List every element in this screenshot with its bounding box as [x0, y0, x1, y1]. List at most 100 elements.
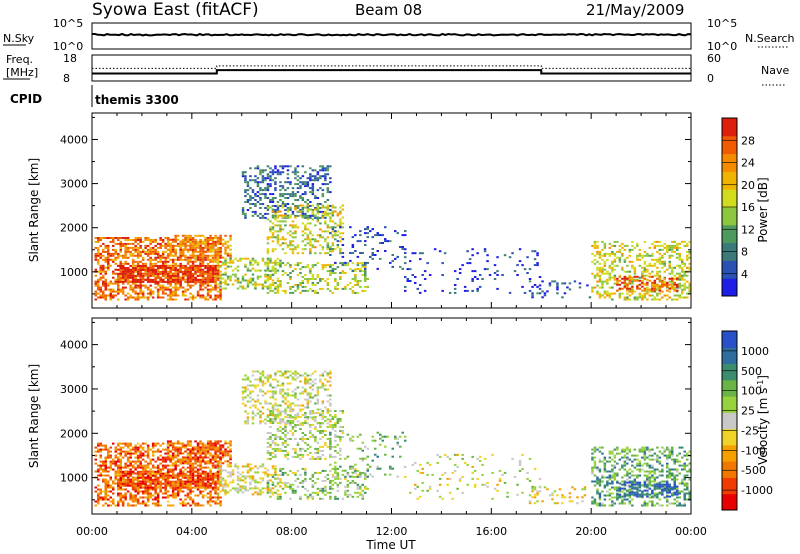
- range-gate-cell: [656, 270, 659, 273]
- range-gate-cell: [651, 252, 654, 255]
- range-gate-cell: [171, 258, 175, 261]
- range-gate-cell: [289, 272, 292, 274]
- range-gate-cell: [209, 278, 212, 281]
- range-gate-cell: [591, 288, 594, 291]
- range-gate-cell: [201, 262, 205, 265]
- range-gate-cell: [676, 285, 679, 288]
- range-gate-cell: [189, 472, 192, 475]
- range-gate-cell: [648, 262, 652, 265]
- range-gate-cell: [94, 254, 97, 257]
- range-gate-cell: [174, 292, 177, 295]
- range-gate-cell: [301, 165, 305, 168]
- range-gate-cell: [641, 272, 644, 275]
- range-gate-cell: [216, 502, 220, 505]
- range-gate-cell: [102, 284, 105, 287]
- range-gate-cell: [281, 203, 285, 205]
- range-gate-cell: [201, 504, 205, 507]
- range-gate-cell: [194, 440, 197, 443]
- range-gate-cell: [141, 278, 145, 281]
- range-gate-cell: [151, 502, 155, 505]
- range-gate-cell: [107, 490, 110, 493]
- range-gate-cell: [271, 226, 275, 229]
- range-gate-cell: [354, 291, 357, 294]
- range-gate-cell: [151, 296, 155, 299]
- range-gate-cell: [144, 460, 147, 463]
- range-gate-cell: [299, 272, 302, 274]
- range-gate-cell: [226, 254, 230, 257]
- range-gate-cell: [291, 191, 295, 194]
- range-gate-cell: [236, 475, 240, 478]
- range-gate-cell: [191, 252, 195, 255]
- range-gate-cell: [236, 487, 240, 490]
- range-gate-cell: [226, 252, 230, 255]
- range-gate-cell: [221, 450, 225, 453]
- range-gate-cell: [169, 450, 172, 453]
- range-gate-cell: [658, 258, 662, 261]
- range-gate-cell: [104, 294, 107, 297]
- range-gate-cell: [284, 408, 287, 411]
- range-gate-cell: [209, 280, 212, 283]
- range-gate-cell: [271, 210, 275, 213]
- range-gate-cell: [199, 474, 202, 477]
- range-gate-cell: [201, 282, 205, 285]
- range-gate-cell: [186, 262, 190, 265]
- range-gate-cell: [109, 282, 112, 285]
- range-gate-cell: [269, 390, 272, 393]
- range-gate-cell: [683, 284, 686, 287]
- range-gate-cell: [256, 467, 260, 470]
- range-gate-cell: [199, 265, 202, 267]
- range-gate-cell: [159, 504, 162, 507]
- range-gate-cell: [673, 266, 676, 269]
- range-gate-cell: [279, 283, 282, 286]
- range-gate-cell: [194, 276, 197, 279]
- range-gate-cell: [286, 210, 290, 213]
- range-gate-cell: [119, 492, 122, 495]
- range-gate-cell: [264, 189, 267, 192]
- range-gate-cell: [274, 165, 277, 168]
- range-gate-cell: [219, 290, 222, 293]
- range-gate-cell: [191, 298, 195, 301]
- range-gate-cell: [264, 275, 267, 278]
- range-gate-cell: [216, 270, 220, 273]
- range-gate-cell: [209, 472, 212, 475]
- range-gate-cell: [598, 250, 602, 253]
- range-gate-cell: [256, 481, 260, 484]
- range-gate-cell: [211, 258, 215, 261]
- range-gate-cell: [176, 486, 180, 489]
- range-gate-cell: [154, 476, 157, 479]
- range-gate-cell: [169, 296, 172, 299]
- range-gate-cell: [174, 484, 177, 487]
- range-gate-cell: [668, 272, 671, 275]
- range-gate-cell: [176, 450, 180, 453]
- range-gate-cell: [269, 226, 272, 229]
- range-gate-cell: [97, 278, 100, 281]
- range-gate-cell: [219, 460, 222, 463]
- range-gate-cell: [631, 280, 634, 283]
- range-gate-cell: [646, 290, 649, 293]
- range-gate-cell: [329, 265, 332, 268]
- range-gate-cell: [676, 256, 679, 259]
- range-gate-cell: [194, 504, 197, 507]
- range-gate-cell: [331, 264, 335, 267]
- range-gate-cell: [164, 286, 167, 289]
- range-gate-cell: [164, 474, 167, 477]
- range-gate-cell: [146, 462, 150, 465]
- range-gate-cell: [104, 284, 107, 287]
- range-gate-cell: [171, 462, 175, 465]
- range-gate-cell: [311, 209, 315, 211]
- range-gate-cell: [254, 471, 257, 474]
- range-gate-cell: [339, 248, 342, 251]
- range-gate-cell: [224, 250, 227, 253]
- range-gate-cell: [156, 265, 160, 267]
- range-gate-cell: [131, 482, 135, 485]
- range-gate-cell: [279, 193, 282, 196]
- range-gate-cell: [291, 220, 295, 223]
- range-gate-cell: [121, 472, 125, 475]
- range-gate-cell: [181, 294, 185, 297]
- range-gate-cell: [159, 260, 162, 263]
- range-gate-cell: [201, 476, 205, 479]
- range-gate-cell: [174, 492, 177, 495]
- range-gate-cell: [219, 234, 222, 237]
- range-gate-cell: [146, 474, 150, 477]
- range-gate-cell: [191, 269, 195, 271]
